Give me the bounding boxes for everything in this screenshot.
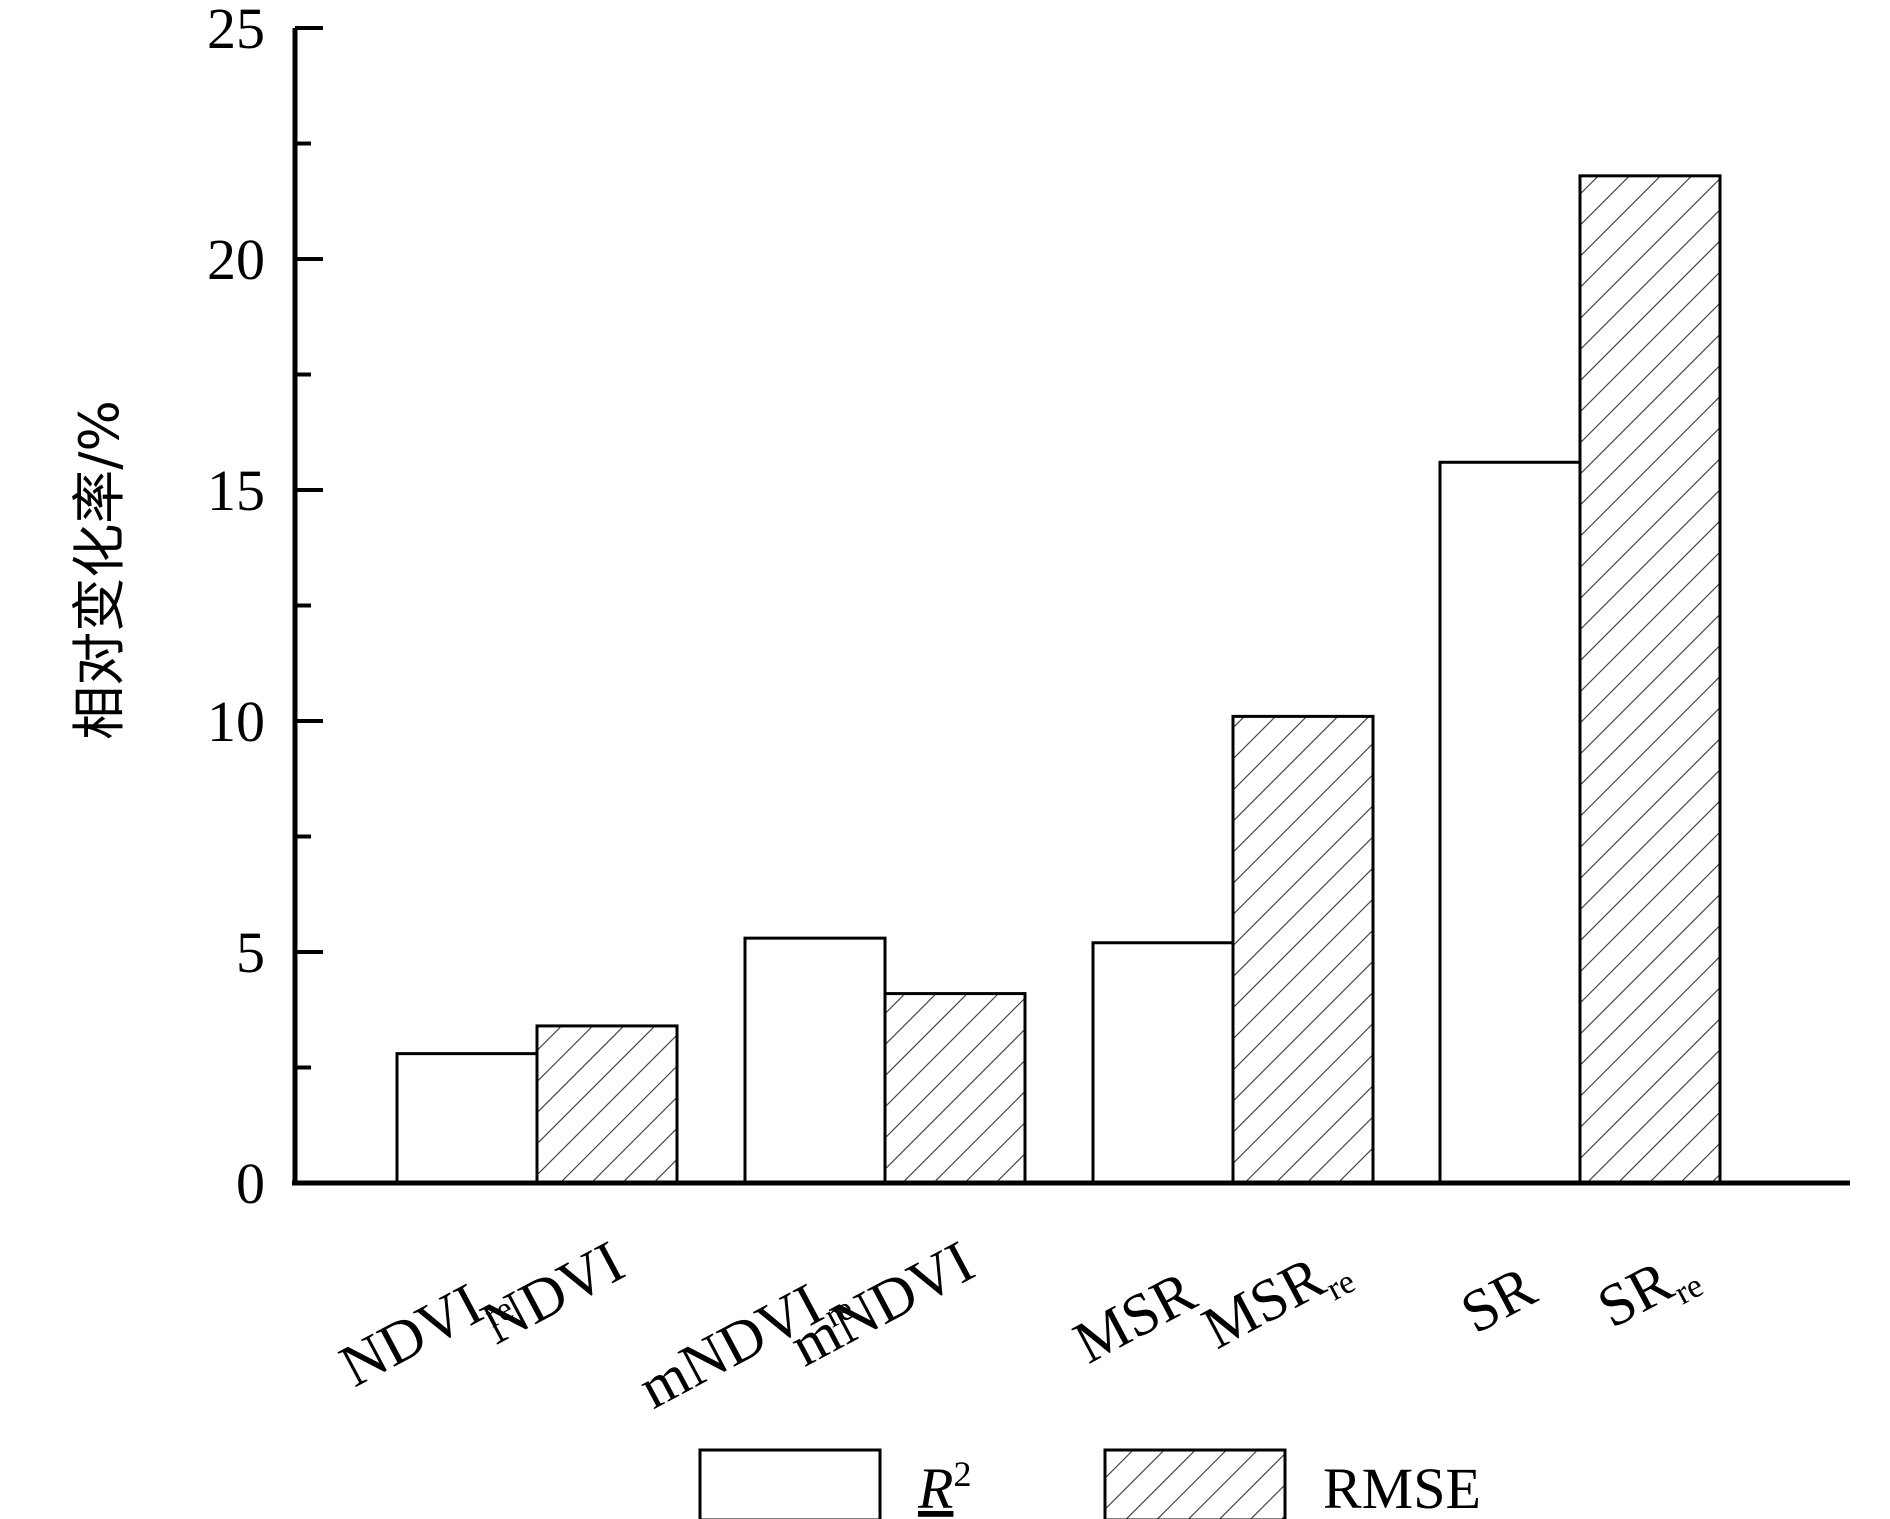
bar-r2-sr <box>1438 460 1582 1185</box>
bars-layer <box>395 174 1722 1185</box>
y-tick-label: 15 <box>207 458 265 523</box>
bar-r2-mndvi-re <box>743 936 887 1185</box>
legend: R2 RMSE <box>698 1448 1481 1519</box>
bar-rmse-msr-re <box>1231 714 1375 1185</box>
legend-swatch-r2 <box>698 1448 882 1519</box>
y-axis-label: 相对变化率/% <box>68 400 131 740</box>
y-tick-label: 0 <box>236 1151 265 1216</box>
y-tick-label: 5 <box>236 920 265 985</box>
category-label: NDVI <box>471 1228 634 1357</box>
legend-swatch-rmse <box>1103 1448 1287 1519</box>
category-label: MSRre <box>1192 1231 1362 1367</box>
bar-rmse-sr-re <box>1578 174 1722 1185</box>
bar-r2-ndvi-re <box>395 1052 539 1185</box>
y-ticks: 0 5 10 15 20 25 <box>207 0 323 1216</box>
bar-r2-msr <box>1091 941 1235 1185</box>
category-label: mNDVI <box>779 1228 984 1379</box>
category-label: SRre <box>1587 1235 1709 1346</box>
category-label: SR <box>1450 1253 1546 1346</box>
y-tick-label: 25 <box>207 0 265 61</box>
legend-label-r2: R2 <box>917 1454 971 1519</box>
y-tick-label: 10 <box>207 689 265 754</box>
bar-rmse-ndvi <box>535 1024 679 1185</box>
category-label: MSR <box>1063 1258 1206 1376</box>
y-tick-label: 20 <box>207 227 265 292</box>
legend-label-rmse: RMSE <box>1323 1456 1481 1519</box>
bar-rmse-mndvi <box>883 992 1027 1185</box>
